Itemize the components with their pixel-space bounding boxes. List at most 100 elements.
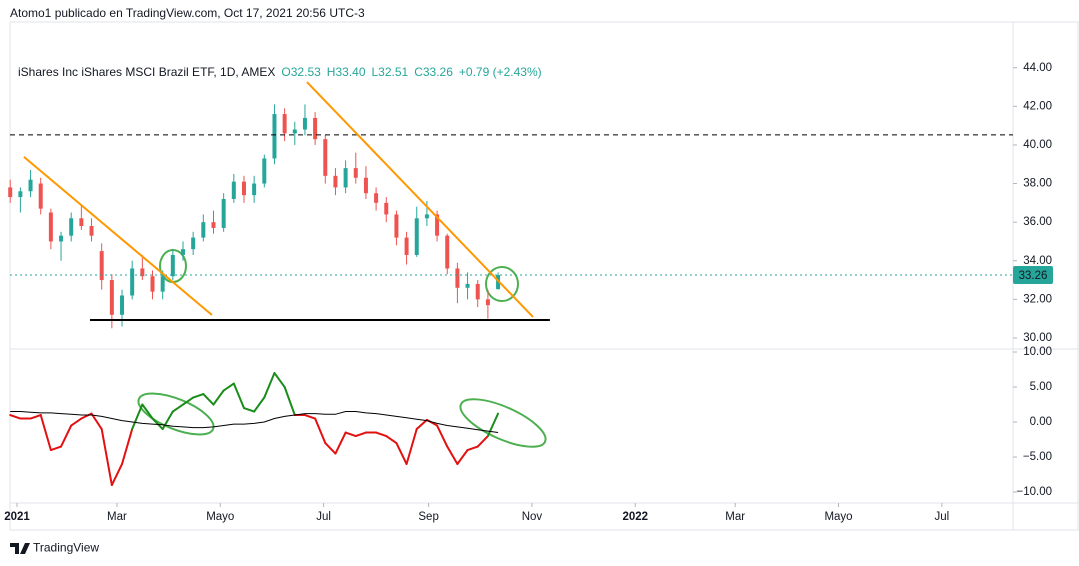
candle-body <box>353 168 358 178</box>
candle-body <box>231 181 236 199</box>
oscillator-segment <box>49 445 63 452</box>
oscillator-segment <box>181 396 195 406</box>
candle-body <box>333 175 338 188</box>
candle-body <box>465 283 470 288</box>
candle-body <box>282 114 287 134</box>
oscillator-segment <box>171 403 184 413</box>
x-tick-label: Nov <box>522 511 543 523</box>
oscillator-segment <box>253 396 266 413</box>
candle-body <box>241 181 246 196</box>
candle-body <box>384 202 389 215</box>
y-tick-label: 10.00 <box>1023 346 1052 358</box>
candle-body <box>48 212 53 242</box>
candle-body <box>59 235 64 242</box>
y-tick-label: 42.00 <box>1023 100 1052 112</box>
oscillator-segment <box>405 428 418 466</box>
candle-body <box>272 114 277 159</box>
candle-body <box>38 183 43 209</box>
brand-logo: TradingView <box>10 541 99 555</box>
y-tick-label: −10.00 <box>1017 486 1053 498</box>
y-tick-label: 32.00 <box>1023 293 1052 305</box>
oscillator-segment <box>80 412 93 420</box>
candle-body <box>394 214 399 238</box>
oscillator-segment <box>446 445 459 466</box>
x-tick-label: Mayo <box>824 511 852 523</box>
oscillator-segment <box>202 393 215 406</box>
oscillator-segment <box>60 424 73 448</box>
candle-body <box>313 117 318 140</box>
x-tick-label: Mar <box>107 511 127 523</box>
candle-body <box>414 218 419 255</box>
candle-body <box>130 268 135 296</box>
candle-body <box>160 276 165 292</box>
candle-body <box>201 222 206 238</box>
candle-body <box>424 214 429 219</box>
oscillator-segment <box>232 382 245 410</box>
oscillator-segment <box>344 431 357 438</box>
oscillator-segment <box>141 403 154 420</box>
candle-body <box>109 280 114 315</box>
candle-body <box>302 117 307 130</box>
candle-body <box>435 214 440 236</box>
candle-body <box>150 276 155 292</box>
publish-header: Atomo1 publicado en TradingView.com, Oct… <box>10 6 365 20</box>
oscillator-segment <box>110 463 124 487</box>
candle-body <box>252 183 257 196</box>
ohlc-close: C33.26 <box>414 65 453 79</box>
oscillator-segment <box>39 414 52 452</box>
x-tick-label: Sep <box>418 511 438 523</box>
candle-body <box>140 268 145 277</box>
annotation-ellipse <box>485 266 519 302</box>
ohlc-change: +0.79 (+2.43%) <box>459 65 542 79</box>
x-tick-label: Mayo <box>206 511 234 523</box>
candle-body <box>69 218 74 236</box>
x-tick-label: Jul <box>935 511 950 523</box>
y-tick-label: 5.00 <box>1030 381 1052 393</box>
brand-name: TradingView <box>33 541 99 555</box>
oscillator-segment <box>121 428 134 466</box>
candle-body <box>180 249 185 255</box>
candle-body <box>404 237 409 255</box>
signal-line <box>10 411 499 433</box>
oscillator-segment <box>456 449 469 466</box>
symbol-legend: iShares Inc iShares MSCI Brazil ETF, 1D,… <box>18 65 542 79</box>
candle-body <box>262 158 267 184</box>
candle-body <box>170 254 175 277</box>
oscillator-segment <box>395 442 408 466</box>
candle-body <box>343 168 348 188</box>
last-price-box <box>1013 266 1053 285</box>
oscillator-segment <box>415 418 428 431</box>
x-tick-label: Jul <box>316 511 331 523</box>
candle-body <box>363 177 368 194</box>
x-tick-label: 2021 <box>4 511 30 523</box>
y-tick-label: −5.00 <box>1023 451 1052 463</box>
oscillator-segment <box>314 417 327 445</box>
oscillator-segment <box>242 407 256 413</box>
oscillator-segment <box>100 428 113 487</box>
last-price-label: 33.26 <box>1019 270 1048 282</box>
candle-body <box>445 235 450 269</box>
trend-line <box>23 156 213 316</box>
oscillator-segment <box>161 410 174 431</box>
oscillator-segment <box>263 372 276 399</box>
y-tick-label: 36.00 <box>1023 216 1052 228</box>
logo-mark <box>10 543 30 554</box>
trend-line <box>306 81 534 318</box>
oscillator-segment <box>212 389 225 406</box>
oscillator-segment <box>385 435 398 445</box>
oscillator-segment <box>486 412 500 438</box>
oscillator-segment <box>29 414 42 420</box>
candle-body <box>79 218 84 227</box>
oscillator-segment <box>151 417 164 431</box>
candle-body <box>18 191 23 198</box>
y-tick-label: 44.00 <box>1023 62 1052 74</box>
annotation-ellipse <box>137 392 215 436</box>
candle-body <box>8 187 13 198</box>
candle-body <box>292 129 297 134</box>
oscillator-segment <box>303 414 317 420</box>
oscillator-segment <box>354 431 367 438</box>
candle-body <box>475 283 480 300</box>
oscillator-segment <box>70 417 83 427</box>
